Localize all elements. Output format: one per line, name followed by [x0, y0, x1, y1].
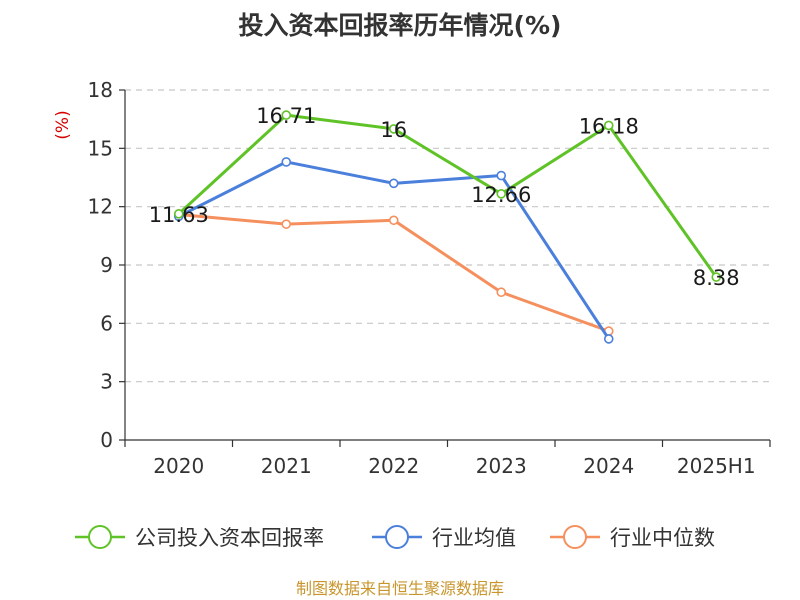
source-note: 制图数据来自恒生聚源数据库: [296, 579, 504, 598]
legend-label: 行业中位数: [610, 526, 715, 550]
legend-marker-icon: [88, 525, 112, 549]
grid-lines: [125, 89, 770, 383]
x-tick-label: 2025H1: [677, 454, 756, 478]
data-point[interactable]: [281, 157, 292, 167]
data-label: 12.66: [471, 183, 531, 207]
series-layer: [173, 110, 722, 344]
data-point[interactable]: [496, 170, 507, 181]
data-point[interactable]: [496, 287, 507, 298]
data-point[interactable]: [388, 178, 399, 189]
data-point[interactable]: [603, 334, 614, 344]
y-tick-label: 12: [88, 195, 113, 219]
x-tick-label: 2024: [583, 454, 634, 478]
y-tick-label: 15: [88, 136, 113, 160]
data-label: 11.63: [149, 203, 209, 227]
legend-marker-icon: [563, 525, 587, 549]
x-tick-label: 2022: [368, 454, 419, 478]
series-0: [173, 110, 722, 282]
legend-label: 公司投入资本回报率: [135, 526, 324, 550]
x-tick-label: 2021: [261, 454, 312, 478]
y-tick-label: 9: [100, 253, 113, 277]
data-label: 16.18: [579, 114, 639, 138]
data-label: 16.71: [256, 104, 316, 128]
series-line: [177, 113, 718, 278]
data-label: 8.38: [693, 266, 740, 290]
data-point[interactable]: [173, 209, 184, 219]
y-tick-label: 18: [88, 78, 113, 102]
data-label: 16: [380, 118, 407, 142]
series-line: [178, 160, 611, 340]
x-tick-label: 2023: [476, 454, 527, 478]
data-point[interactable]: [711, 272, 722, 282]
legend-marker-icon: [385, 525, 409, 549]
legend-label: 行业均值: [432, 526, 516, 550]
x-tick-label: 2020: [153, 454, 204, 478]
y-axis-unit: (%): [53, 110, 73, 139]
data-labels: 11.63 16.71 16 12.66 16.18 8.38: [149, 104, 740, 290]
data-point[interactable]: [281, 219, 292, 229]
data-point[interactable]: [281, 110, 292, 120]
series-line: [178, 212, 610, 333]
legend-item[interactable]: 行业均值: [372, 525, 516, 550]
legend-item[interactable]: 公司投入资本回报率: [75, 525, 324, 550]
chart-title: 投入资本回报率历年情况(%): [239, 11, 562, 40]
data-point[interactable]: [603, 120, 614, 131]
legend-item[interactable]: 行业中位数: [550, 525, 715, 550]
axes: 0 3 6 9 12 15 18 2020 2021 2022 2023 2024 2025H1: [88, 78, 771, 478]
data-point[interactable]: [496, 189, 507, 199]
data-point[interactable]: [388, 215, 399, 226]
y-tick-label: 0: [100, 428, 113, 452]
series-1: [173, 157, 614, 344]
series-2: [173, 209, 614, 336]
data-point[interactable]: [388, 124, 399, 134]
legend[interactable]: 公司投入资本回报率 行业均值 行业中位数: [75, 525, 715, 550]
y-tick-label: 6: [100, 311, 113, 335]
y-tick-label: 3: [100, 370, 113, 394]
